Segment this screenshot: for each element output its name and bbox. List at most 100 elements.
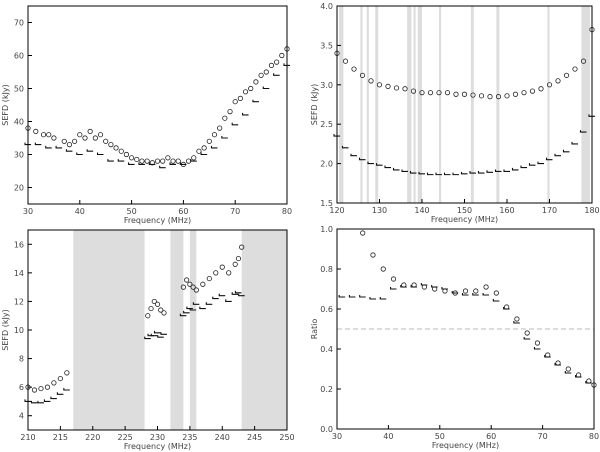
data-point-step	[160, 332, 167, 335]
y-axis-label: SEFD (kJy)	[1, 84, 10, 125]
data-point-step	[231, 292, 239, 295]
y-axis-label: SEFD (kJy)	[310, 84, 319, 125]
plot-frame	[336, 228, 595, 430]
data-point-circle	[213, 270, 219, 276]
data-point-step	[562, 149, 570, 153]
data-point-circle	[108, 142, 114, 148]
data-point-step	[545, 157, 553, 161]
data-point-circle	[57, 375, 63, 382]
data-point-circle	[82, 135, 88, 141]
data-point-circle	[51, 135, 57, 141]
data-point-step	[138, 162, 145, 165]
data-point-circle	[191, 155, 197, 161]
data-point-circle	[351, 66, 357, 72]
data-point-circle	[211, 132, 218, 138]
y-tick-label: 0.4	[320, 345, 333, 354]
data-point-step	[34, 142, 42, 146]
data-point-step	[520, 165, 527, 169]
data-point-step	[537, 161, 544, 165]
shaded-band	[413, 6, 416, 203]
data-point-step	[76, 152, 83, 156]
data-point-step	[24, 142, 31, 146]
x-tick-label: 180	[584, 206, 599, 215]
data-point-step	[50, 396, 57, 400]
data-point-step	[513, 321, 520, 324]
x-axis-label: Frequency (MHz)	[124, 216, 191, 225]
shaded-band	[170, 230, 184, 430]
data-point-step	[24, 399, 31, 402]
data-point-circle	[436, 90, 442, 96]
data-point-step	[55, 145, 63, 149]
data-point-circle	[370, 252, 376, 258]
data-point-circle	[123, 151, 130, 158]
x-tick-label: 130	[372, 206, 387, 215]
x-tick-label: 40	[383, 432, 393, 441]
data-point-step	[189, 308, 197, 311]
data-point-circle	[342, 58, 349, 64]
data-point-circle	[160, 158, 166, 164]
data-point-circle	[444, 90, 451, 96]
x-axis-label: Frequency (MHz)	[124, 442, 191, 451]
data-point-step	[384, 165, 391, 169]
data-point-circle	[201, 145, 207, 151]
data-point-step	[410, 285, 418, 288]
data-point-circle	[393, 85, 400, 91]
data-point-circle	[33, 128, 39, 134]
data-point-step	[575, 375, 582, 378]
data-point-step	[234, 290, 242, 294]
data-point-circle	[51, 380, 57, 386]
data-point-circle	[380, 266, 386, 272]
data-point-step	[37, 400, 44, 404]
data-point-step	[443, 172, 451, 176]
shaded-band	[366, 6, 369, 203]
data-point-circle	[242, 89, 249, 95]
data-point-circle	[158, 307, 164, 313]
x-tick-label: 50	[127, 207, 137, 216]
y-tick-label: 8	[19, 355, 24, 364]
data-point-circle	[487, 94, 493, 100]
data-point-circle	[274, 59, 280, 65]
data-point-circle	[385, 83, 391, 89]
data-point-step	[153, 330, 161, 334]
data-point-circle	[368, 78, 374, 84]
data-point-circle	[538, 86, 544, 92]
x-tick-label: 70	[538, 432, 548, 441]
data-point-circle	[206, 275, 212, 282]
data-point-circle	[390, 276, 397, 282]
shaded-band	[496, 6, 500, 203]
data-point-circle	[129, 155, 135, 161]
data-point-step	[218, 293, 226, 297]
x-tick-label: 80	[589, 432, 599, 441]
data-point-circle	[470, 92, 476, 98]
y-tick-label: 14	[14, 269, 24, 278]
data-point-step	[56, 392, 64, 395]
shaded-band	[417, 6, 422, 203]
data-point-step	[588, 114, 595, 117]
data-point-step	[426, 172, 434, 176]
y-tick-label: 40	[14, 118, 24, 127]
y-tick-label: 1.5	[320, 199, 333, 208]
data-point-step	[128, 162, 135, 165]
data-point-circle	[92, 135, 98, 141]
data-point-circle	[563, 72, 570, 78]
plot-frame	[27, 5, 288, 205]
data-point-step	[273, 73, 280, 76]
data-point-circle	[148, 305, 154, 312]
y-tick-label: 2.0	[320, 160, 333, 169]
data-point-step	[86, 149, 94, 152]
data-point-circle	[64, 370, 70, 376]
data-point-circle	[514, 316, 520, 322]
data-point-circle	[483, 284, 489, 290]
data-point-circle	[165, 155, 171, 161]
chart-panel-1: 30 40 50 60 70 80 20 30 40 50 60 70 Frequency (MHz) S…	[1, 5, 292, 225]
data-point-step	[503, 307, 510, 310]
data-point-circle	[206, 138, 212, 144]
data-point-circle	[427, 90, 434, 96]
data-point-step	[157, 335, 164, 338]
data-point-step	[486, 170, 493, 173]
data-point-circle	[77, 132, 83, 138]
data-point-circle	[196, 148, 202, 154]
data-point-step	[179, 313, 187, 317]
chart-panel-3: 210 215 220 225 230 235 240 245 250 4 6 8 10 12 14 16 Fr…	[1, 229, 295, 451]
data-point-circle	[175, 158, 181, 164]
